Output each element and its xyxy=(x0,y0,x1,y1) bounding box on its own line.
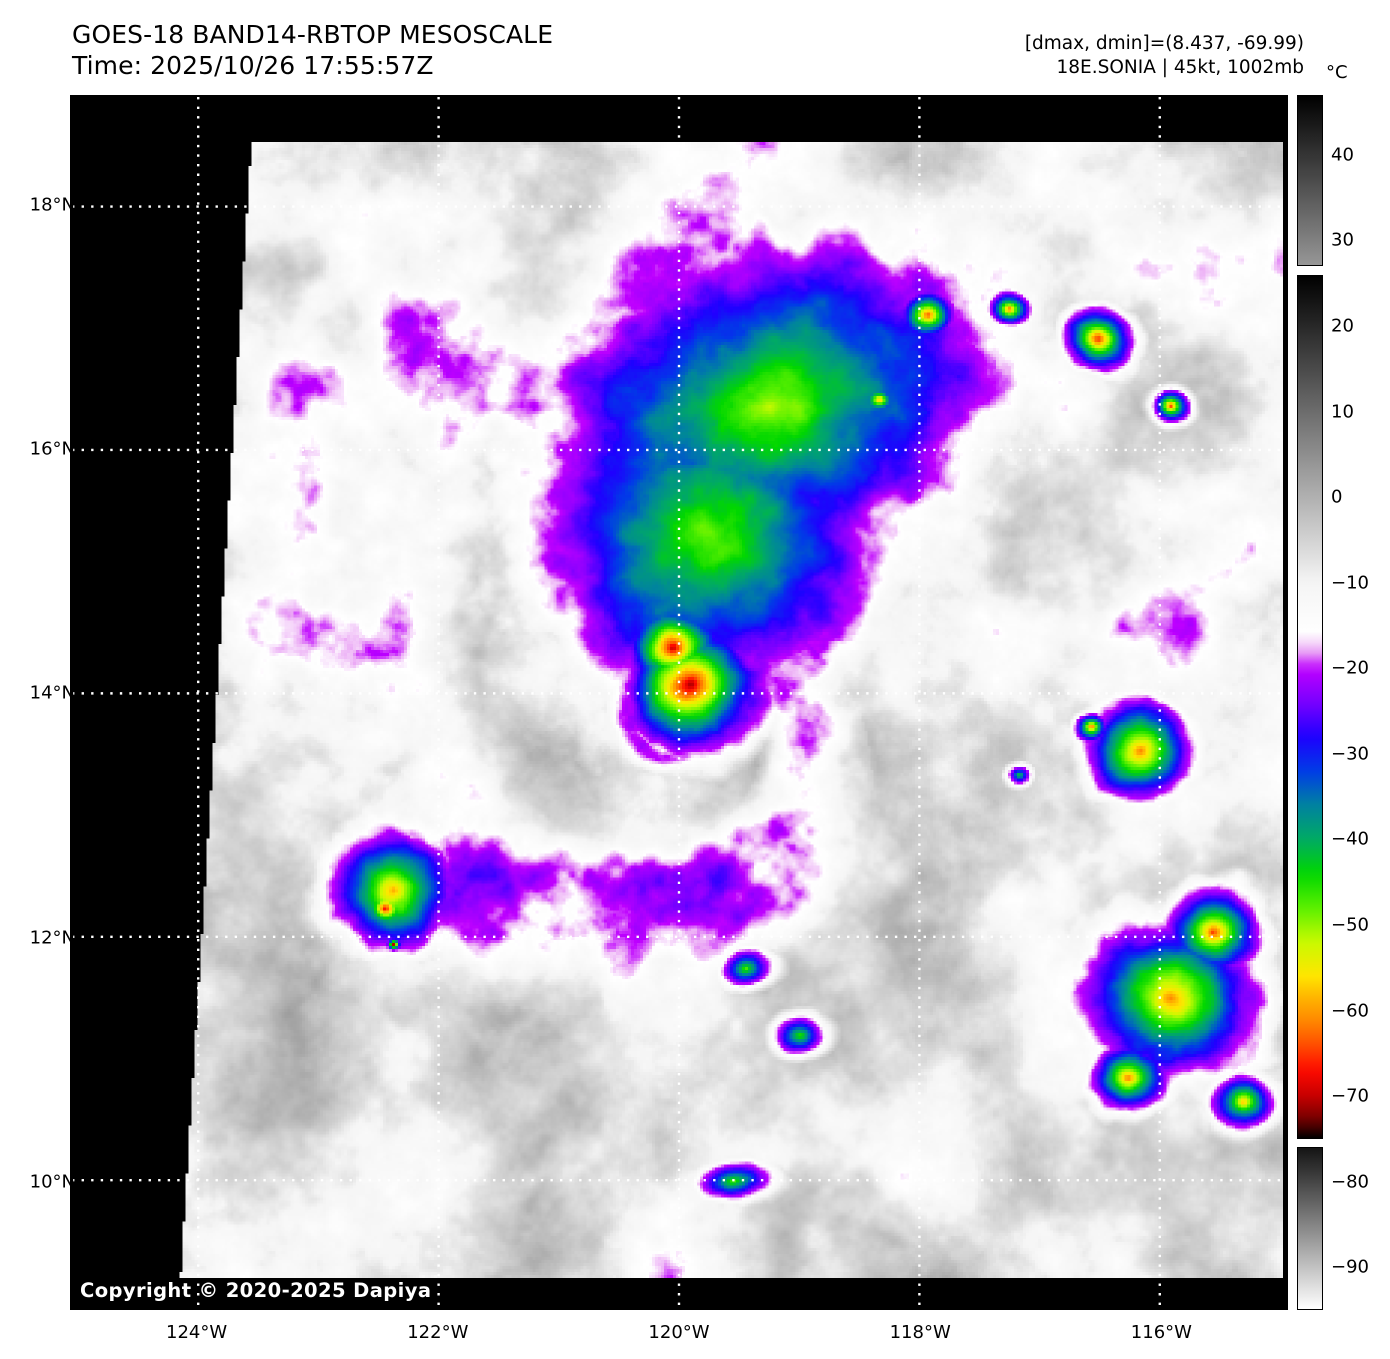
colorbar-tick-label: −50 xyxy=(1331,914,1369,936)
colorbar-tick-label: −90 xyxy=(1331,1256,1369,1278)
title-block: GOES-18 BAND14-RBTOP MESOSCALE Time: 202… xyxy=(72,20,553,81)
colorbar-tick-label: 0 xyxy=(1331,486,1343,508)
colorbar-segment-coldest-grey xyxy=(1297,1147,1323,1310)
lat-tick-label: 10°N xyxy=(29,1171,75,1193)
lon-tick-label: 120°W xyxy=(648,1322,710,1343)
colorbar-tick-label: −30 xyxy=(1331,743,1369,765)
lon-tick-label: 118°W xyxy=(889,1322,951,1343)
lat-tick-label: 18°N xyxy=(29,194,75,216)
dmax-dmin-label: [dmax, dmin]=(8.437, -69.99) xyxy=(1024,33,1304,54)
graticule xyxy=(72,97,1286,1308)
lat-tick-label: 14°N xyxy=(29,682,75,704)
colorbar-tick-label: 20 xyxy=(1331,315,1354,337)
storm-info-label: 18E.SONIA | 45kt, 1002mb xyxy=(1056,56,1304,78)
copyright-label: Copyright © 2020-2025 Dapiya xyxy=(80,1279,432,1302)
colorbar-tick-label: −40 xyxy=(1331,828,1369,850)
colorbar-segment-enhanced xyxy=(1297,274,1323,1139)
lon-tick-label: 116°W xyxy=(1130,1322,1192,1343)
metadata-block: [dmax, dmin]=(8.437, -69.99) 18E.SONIA |… xyxy=(1025,32,1304,79)
colorbar-tick-label: −80 xyxy=(1331,1171,1369,1193)
lat-tick-label: 16°N xyxy=(29,438,75,460)
lon-tick-label: 124°W xyxy=(166,1322,228,1343)
colorbar-segment-warm-grey xyxy=(1297,95,1323,267)
colorbar-tick-label: −70 xyxy=(1331,1085,1369,1107)
satellite-imagery xyxy=(72,97,1286,1308)
lon-tick-label: 122°W xyxy=(407,1322,469,1343)
lat-tick-label: 12°N xyxy=(29,927,75,949)
colorbar-tick-label: 10 xyxy=(1331,401,1354,423)
colorbar-tick-label: −10 xyxy=(1331,572,1369,594)
colorbar-tick-label: 40 xyxy=(1331,144,1354,166)
page-title: GOES-18 BAND14-RBTOP MESOSCALE xyxy=(72,20,554,49)
colorbar-tick-label: −60 xyxy=(1331,1000,1369,1022)
timestamp-label: Time: 2025/10/26 17:55:57Z xyxy=(72,50,434,80)
ir-brightness-temperature-raster xyxy=(72,97,1286,1308)
satellite-image-panel: Copyright © 2020-2025 Dapiya xyxy=(70,95,1288,1310)
colorbar: 40 30 20 10 0 −10 −20 −30 −40 −50 −60 −70 −80 −90 xyxy=(1297,95,1369,1310)
colorbar-tick-label: −20 xyxy=(1331,657,1369,679)
colorbar-tick-label: 30 xyxy=(1331,229,1354,251)
colorbar-unit-label: °C xyxy=(1326,62,1348,83)
